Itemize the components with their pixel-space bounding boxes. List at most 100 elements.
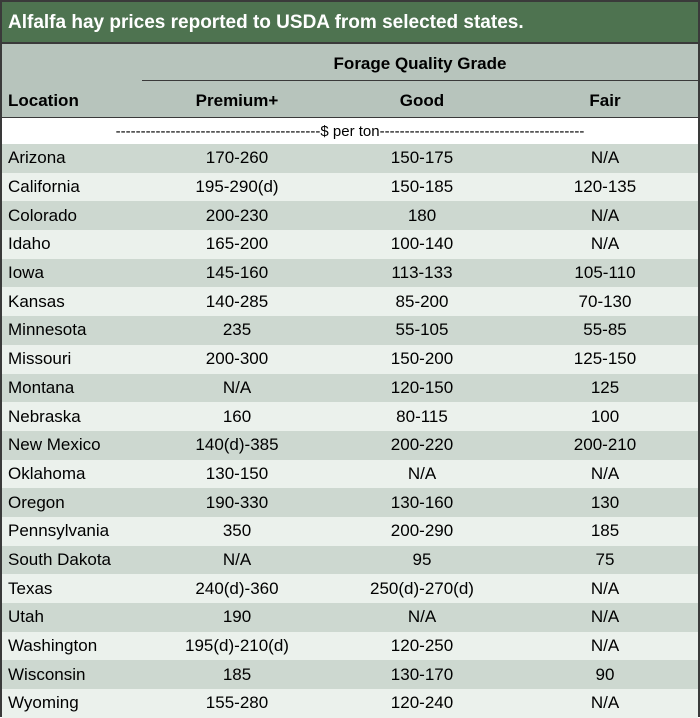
location-cell: Montana [8, 377, 75, 397]
table-row: Pennsylvania 350 200-290 185 [2, 516, 698, 546]
table-row: South Dakota N/A 95 75 [2, 545, 698, 575]
good-price-cell: 130-170 [390, 664, 454, 684]
fair-price-cell: N/A [590, 607, 620, 627]
table-row: Texas 240(d)-360 250(d)-270(d) N/A [2, 574, 698, 603]
location-cell: Oklahoma [8, 463, 86, 483]
premium-price-cell: N/A [222, 549, 252, 569]
fair-price-cell: N/A [590, 234, 620, 254]
table-row: Idaho 165-200 100-140 N/A [2, 230, 698, 259]
table-row: Montana N/A 120-150 125 [2, 373, 698, 403]
table-body: Arizona 170-260 150-175 N/A California 195-29… [2, 144, 698, 718]
premium-price-cell: 130-150 [205, 463, 269, 483]
location-cell: Utah [8, 607, 44, 627]
table-row: Colorado 200-230 180 N/A [2, 201, 698, 231]
table-row: Wisconsin 185 130-170 90 [2, 660, 698, 690]
good-price-cell: 95 [412, 549, 432, 569]
good-price-cell: 200-290 [390, 521, 454, 541]
fair-price-cell: N/A [590, 636, 620, 656]
location-cell: Arizona [8, 148, 66, 168]
location-cell: New Mexico [8, 435, 101, 455]
table-row: Oregon 190-330 130-160 130 [2, 488, 698, 517]
fair-price-cell: N/A [590, 463, 620, 483]
column-header-good: Good [399, 91, 445, 110]
fair-price-cell: N/A [590, 148, 620, 168]
table-title: Alfalfa hay prices reported to USDA from… [2, 2, 698, 44]
good-price-cell: 80-115 [396, 406, 448, 426]
grade-group-divider [142, 80, 698, 81]
premium-price-cell: 195-290(d) [195, 177, 279, 197]
fair-price-cell: 75 [595, 549, 615, 569]
premium-price-cell: 200-300 [205, 349, 269, 369]
premium-price-cell: 350 [222, 521, 252, 541]
location-cell: Washington [8, 636, 98, 656]
good-price-cell: 120-250 [390, 636, 454, 656]
premium-price-cell: 145-160 [205, 263, 269, 283]
good-price-cell: N/A [407, 607, 437, 627]
premium-price-cell: N/A [222, 377, 252, 397]
fair-price-cell: 100 [590, 406, 620, 426]
premium-price-cell: 235 [222, 320, 252, 340]
column-header-location: Location [8, 91, 79, 110]
location-cell: Oregon [8, 492, 65, 512]
fair-price-cell: 125 [590, 377, 620, 397]
fair-price-cell: 120-135 [573, 177, 637, 197]
good-price-cell: 113-133 [391, 263, 453, 283]
table-row: Minnesota 235 55-105 55-85 [2, 316, 698, 345]
location-cell: Idaho [8, 234, 51, 254]
location-cell: Wisconsin [8, 664, 86, 684]
good-price-cell: 150-200 [390, 349, 454, 369]
location-cell: Iowa [8, 263, 44, 283]
good-price-cell: 120-240 [390, 693, 454, 713]
fair-price-cell: N/A [590, 693, 620, 713]
good-price-cell: 130-160 [390, 492, 454, 512]
table-row: Arizona 170-260 150-175 N/A [2, 144, 698, 173]
good-price-cell: 85-200 [395, 291, 449, 311]
location-cell: Pennsylvania [8, 521, 110, 541]
location-cell: Wyoming [8, 693, 79, 713]
good-price-cell: 150-175 [390, 148, 454, 168]
good-price-cell: 150-185 [390, 177, 454, 197]
table-row: Utah 190 N/A N/A [2, 603, 698, 632]
good-price-cell: 250(d)-270(d) [370, 578, 474, 598]
column-header-fair: Fair [589, 91, 621, 110]
good-price-cell: 200-220 [390, 435, 454, 455]
fair-price-cell: N/A [590, 578, 620, 598]
location-cell: Minnesota [8, 320, 87, 340]
location-cell: California [8, 177, 80, 197]
table-row: Oklahoma 130-150 N/A N/A [2, 459, 698, 489]
location-cell: South Dakota [8, 549, 112, 569]
table-row: Missouri 200-300 150-200 125-150 [2, 344, 698, 374]
premium-price-cell: 170-260 [205, 148, 269, 168]
premium-price-cell: 240(d)-360 [195, 578, 279, 598]
grade-group-header: Forage Quality Grade [333, 54, 507, 73]
unit-row: ----------------------------------------… [2, 119, 698, 144]
table-row: Iowa 145-160 113-133 105-110 [2, 258, 698, 288]
fair-price-cell: 90 [595, 664, 615, 684]
table-row: New Mexico 140(d)-385 200-220 200-210 [2, 430, 698, 460]
good-price-cell: 55-105 [395, 320, 449, 340]
fair-price-cell: N/A [590, 205, 620, 225]
premium-price-cell: 140-285 [205, 291, 269, 311]
column-header-premium: Premium+ [195, 91, 279, 110]
fair-price-cell: 185 [590, 521, 620, 541]
table-header: Forage Quality Grade Location Premium+ G… [2, 44, 698, 118]
premium-price-cell: 190 [222, 607, 252, 627]
premium-price-cell: 155-280 [205, 693, 269, 713]
good-price-cell: 180 [407, 205, 437, 225]
fair-price-cell: 70-130 [578, 291, 632, 311]
location-cell: Missouri [8, 349, 72, 369]
fair-price-cell: 105-110 [574, 263, 636, 283]
premium-price-cell: 200-230 [205, 205, 269, 225]
table-row: Kansas 140-285 85-200 70-130 [2, 287, 698, 317]
table-row: Wyoming 155-280 120-240 N/A [2, 689, 698, 718]
premium-price-cell: 185 [222, 664, 252, 684]
fair-price-cell: 55-85 [583, 320, 627, 340]
fair-price-cell: 200-210 [573, 435, 637, 455]
unit-label: ----------------------------------------… [115, 123, 585, 140]
good-price-cell: 100-140 [390, 234, 454, 254]
location-cell: Texas [8, 578, 53, 598]
table-row: California 195-290(d) 150-185 120-135 [2, 172, 698, 202]
table-row: Nebraska 160 80-115 100 [2, 402, 698, 431]
location-cell: Colorado [8, 205, 77, 225]
